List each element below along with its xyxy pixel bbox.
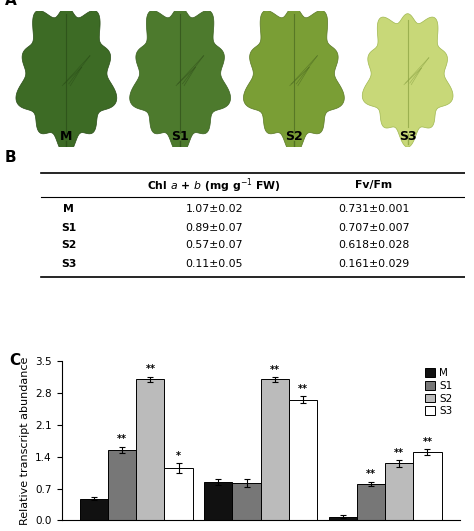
Text: **: ** <box>298 384 308 394</box>
Text: 0.57±0.07: 0.57±0.07 <box>185 241 243 250</box>
Y-axis label: Relative transcript abundance: Relative transcript abundance <box>20 356 30 525</box>
Text: **: ** <box>270 365 280 375</box>
Bar <box>137 379 164 520</box>
Text: 0.89±0.07: 0.89±0.07 <box>185 223 243 233</box>
Bar <box>108 450 137 520</box>
Polygon shape <box>362 14 453 147</box>
Text: Chl $a$ + $b$ (mg g$^{-1}$ FW): Chl $a$ + $b$ (mg g$^{-1}$ FW) <box>147 176 281 195</box>
Bar <box>164 468 192 520</box>
Bar <box>385 464 413 520</box>
Text: **: ** <box>117 434 127 444</box>
Bar <box>233 483 261 520</box>
Text: 0.707±0.007: 0.707±0.007 <box>338 223 409 233</box>
Text: S1: S1 <box>171 130 189 143</box>
Text: B: B <box>5 150 17 165</box>
Text: 0.11±0.05: 0.11±0.05 <box>185 259 243 269</box>
Bar <box>357 484 385 520</box>
Text: S1: S1 <box>61 223 76 233</box>
Text: **: ** <box>146 364 155 374</box>
Text: M: M <box>63 204 74 215</box>
Bar <box>261 379 289 520</box>
Text: A: A <box>5 0 17 8</box>
Polygon shape <box>244 7 344 155</box>
Text: 0.618±0.028: 0.618±0.028 <box>338 241 409 250</box>
Bar <box>80 499 108 520</box>
Text: Fv/Fm: Fv/Fm <box>355 181 392 190</box>
Text: M: M <box>60 130 73 143</box>
Text: **: ** <box>422 436 432 447</box>
Polygon shape <box>16 7 117 155</box>
Text: 0.731±0.001: 0.731±0.001 <box>338 204 409 215</box>
Text: S3: S3 <box>399 130 417 143</box>
Bar <box>329 517 357 520</box>
Text: S2: S2 <box>61 241 76 250</box>
Legend: M, S1, S2, S3: M, S1, S2, S3 <box>423 366 455 418</box>
Text: *: * <box>176 451 181 461</box>
Text: S3: S3 <box>61 259 76 269</box>
Text: S2: S2 <box>285 130 303 143</box>
Text: C: C <box>9 353 20 368</box>
Text: **: ** <box>394 448 404 458</box>
Polygon shape <box>130 7 230 155</box>
Bar <box>413 452 441 520</box>
Text: **: ** <box>366 469 376 479</box>
Bar <box>204 482 232 520</box>
Text: 0.161±0.029: 0.161±0.029 <box>338 259 409 269</box>
Text: 1.07±0.02: 1.07±0.02 <box>185 204 243 215</box>
Bar <box>289 400 317 520</box>
